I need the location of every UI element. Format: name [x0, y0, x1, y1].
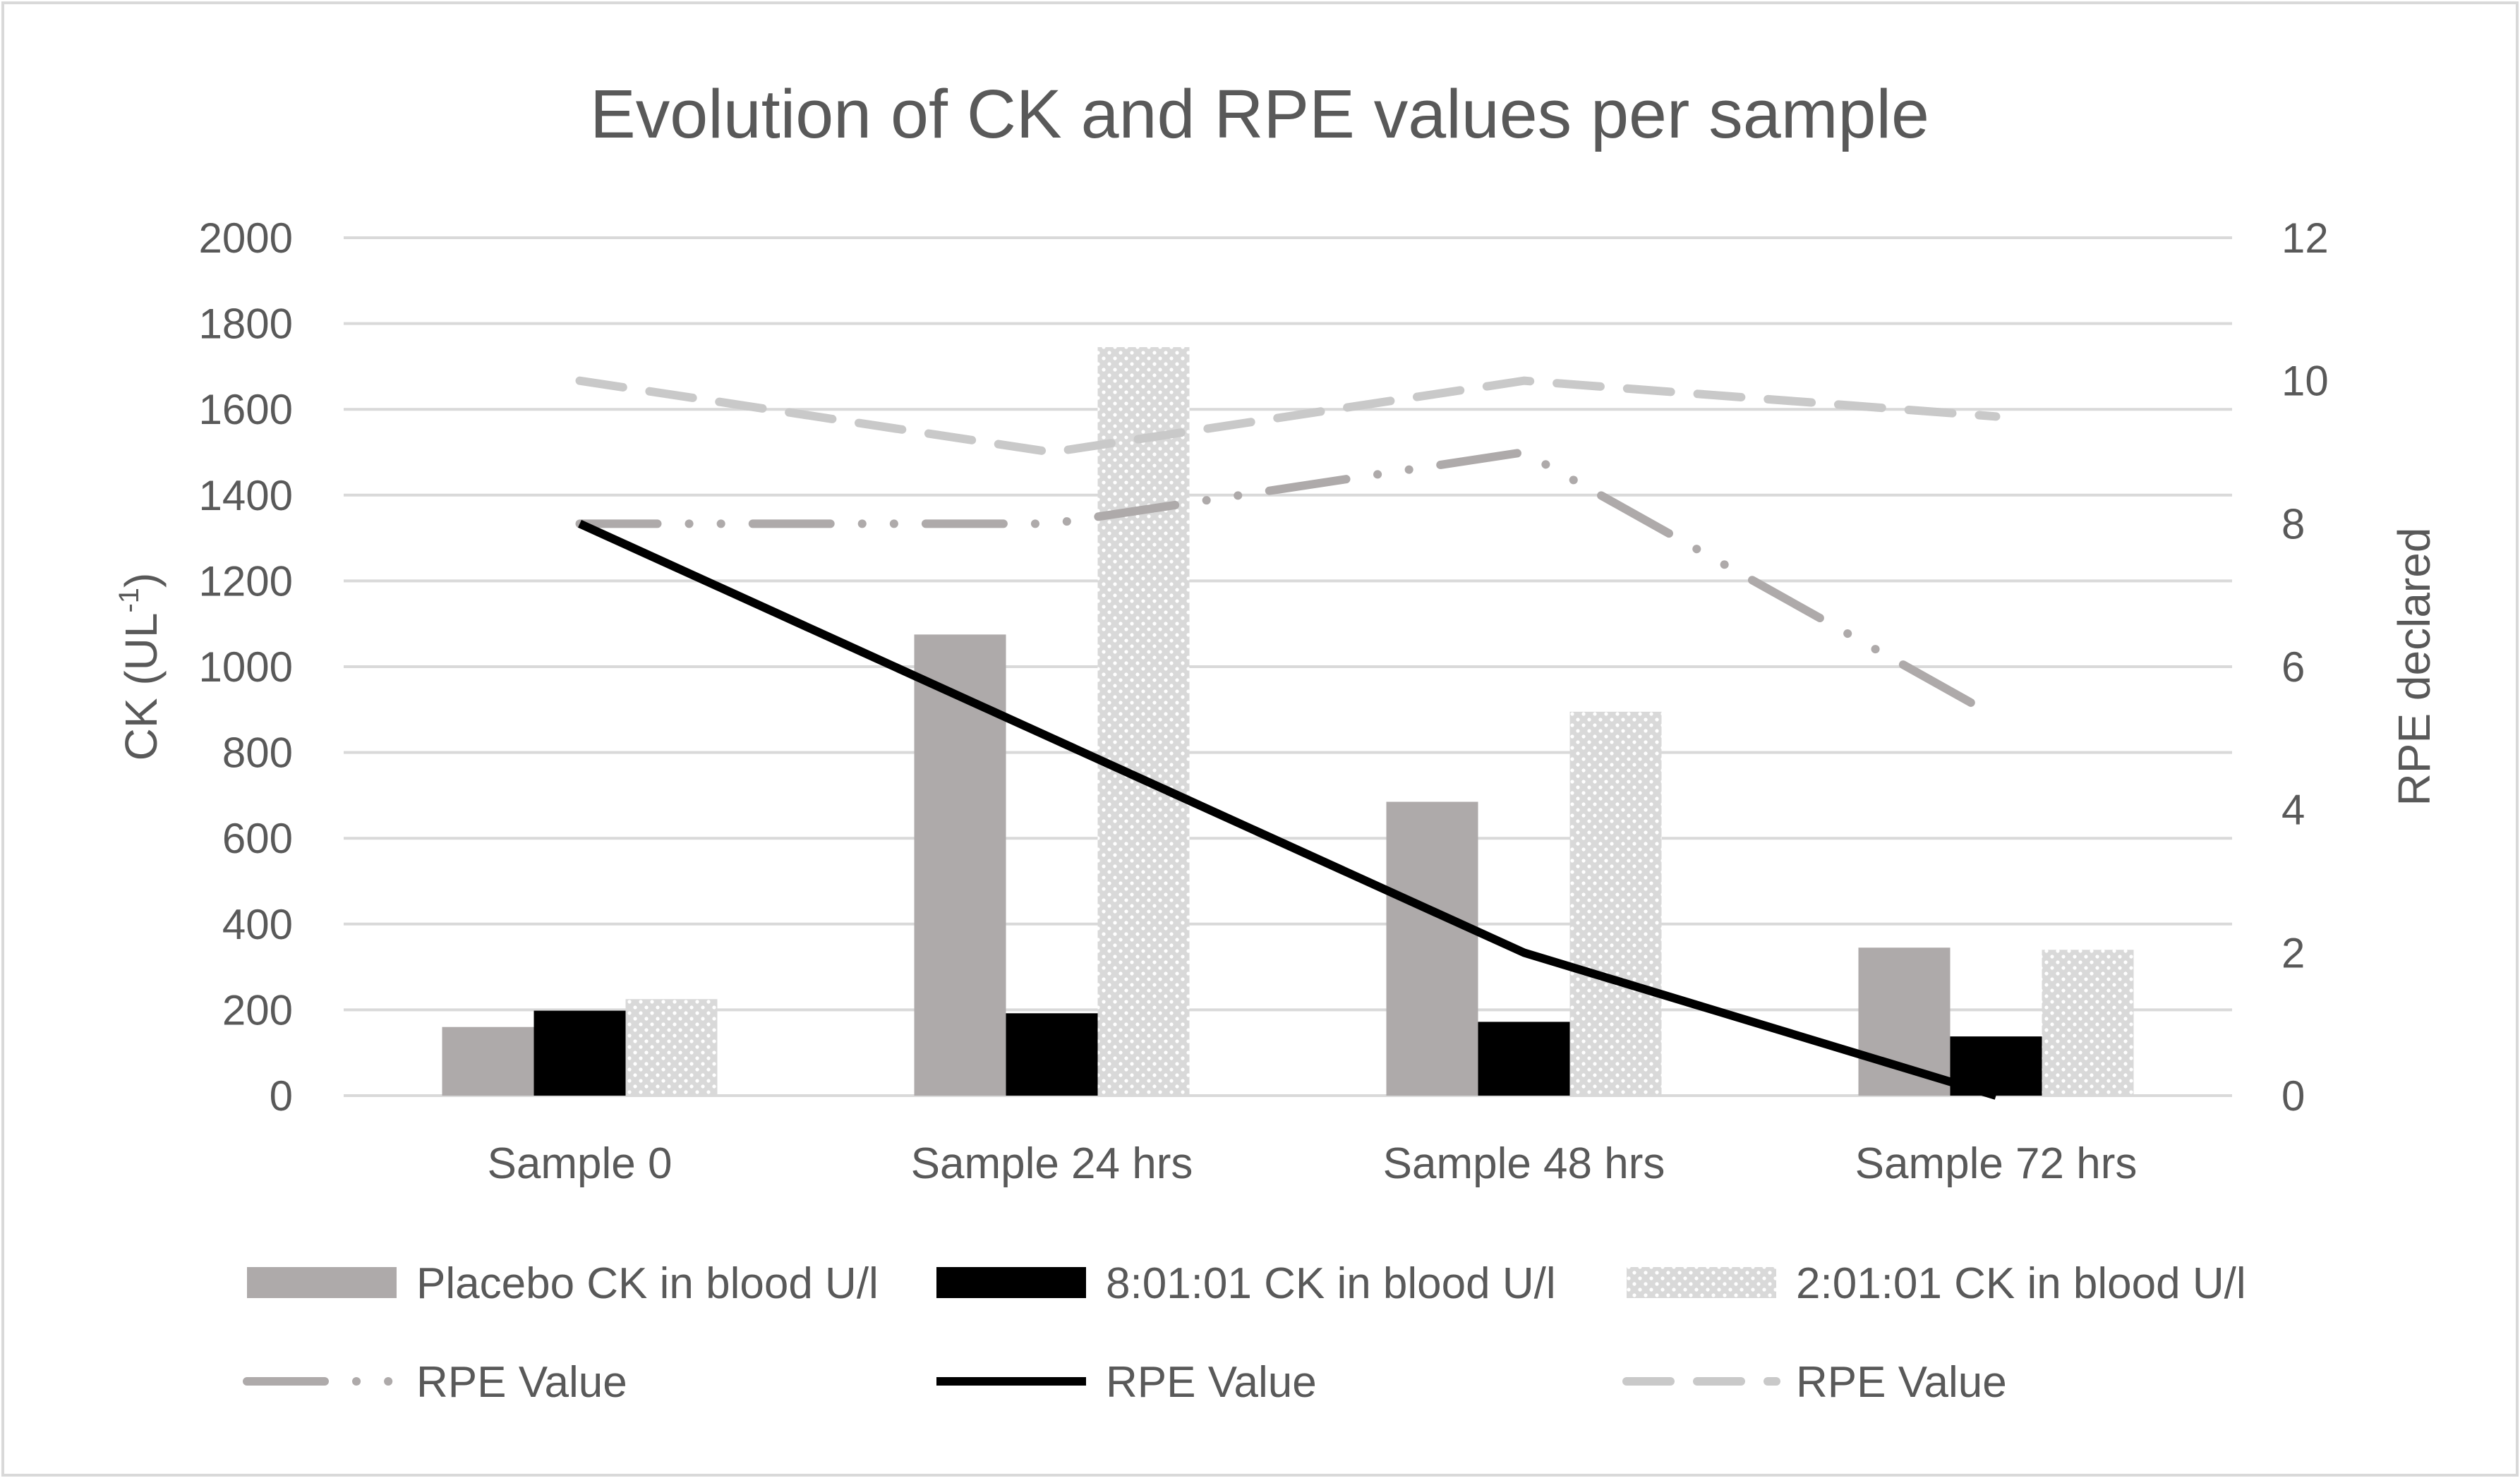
y-left-tick-label: 1600	[199, 386, 293, 433]
y-right-tick-label: 0	[2281, 1072, 2305, 1120]
y-axis-left-title-base: CK (UL	[116, 613, 167, 761]
x-tick-label: Sample 72 hrs	[1855, 1139, 2138, 1188]
y-right-tick-label: 10	[2281, 358, 2329, 405]
legend-label-5: RPE Value	[1796, 1358, 2007, 1407]
legend-label-0: Placebo CK in blood U/l	[416, 1259, 879, 1308]
y-left-tick-label: 400	[222, 901, 293, 948]
y-left-tick-label: 1400	[199, 472, 293, 519]
y-right-tick-label: 6	[2281, 643, 2305, 691]
legend-label-2: 2:01:01 CK in blood U/l	[1796, 1259, 2246, 1308]
rpe-line-solid	[578, 519, 1998, 1100]
y-left-tick-label: 800	[222, 729, 293, 777]
bar-8-01-01-ck-in-blood-u-l-2	[1478, 1022, 1570, 1096]
y-left-tick-label: 1800	[199, 301, 293, 348]
legend-label-1: 8:01:01 CK in blood U/l	[1106, 1259, 1556, 1308]
bar-8-01-01-ck-in-blood-u-l-0	[533, 1010, 626, 1096]
x-tick-label: Sample 24 hrs	[911, 1139, 1193, 1188]
y-right-tick-label: 4	[2281, 787, 2305, 834]
bar-placebo-ck-in-blood-u-l-1	[914, 634, 1006, 1096]
x-tick-label: Sample 0	[488, 1139, 673, 1188]
bar-2-01-01-ck-in-blood-u-l-2	[1569, 711, 1662, 1096]
y-axis-left-title-close: )	[116, 573, 167, 588]
legend-label-4: RPE Value	[1106, 1358, 1317, 1407]
bar-2-01-01-ck-in-blood-u-l-3	[2042, 950, 2134, 1096]
y-axis-right-title: RPE declared	[2389, 528, 2440, 806]
y-left-tick-label: 200	[222, 986, 293, 1034]
legend-label-3: RPE Value	[416, 1358, 627, 1407]
legend-swatch-1	[936, 1267, 1086, 1298]
y-right-tick-label: 12	[2281, 214, 2329, 262]
x-tick-label: Sample 48 hrs	[1383, 1139, 1665, 1188]
bar-8-01-01-ck-in-blood-u-l-1	[1006, 1013, 1098, 1096]
rpe-line-dashed	[575, 376, 2001, 456]
bar-placebo-ck-in-blood-u-l-0	[442, 1026, 534, 1096]
y-right-tick-label: 2	[2281, 929, 2305, 976]
bar-placebo-ck-in-blood-u-l-2	[1386, 801, 1478, 1096]
y-axis-left-title: CK (UL-1)	[114, 573, 167, 761]
y-axis-left-title-superscript: -1	[114, 588, 145, 613]
bar-2-01-01-ck-in-blood-u-l-0	[625, 999, 718, 1096]
y-left-tick-label: 1000	[199, 643, 293, 691]
legend-swatch-0	[247, 1267, 397, 1298]
chart-title: Evolution of CK and RPE values per sampl…	[590, 75, 1929, 152]
y-left-tick-label: 1200	[199, 557, 293, 605]
y-right-tick-label: 8	[2281, 500, 2305, 547]
bar-2-01-01-ck-in-blood-u-l-1	[1097, 347, 1190, 1096]
y-left-tick-label: 600	[222, 815, 293, 862]
rpe-line-dash-dot	[575, 448, 2001, 721]
y-left-tick-label: 2000	[199, 214, 293, 262]
y-left-tick-label: 0	[270, 1072, 293, 1120]
legend-swatch-2	[1627, 1267, 1776, 1298]
